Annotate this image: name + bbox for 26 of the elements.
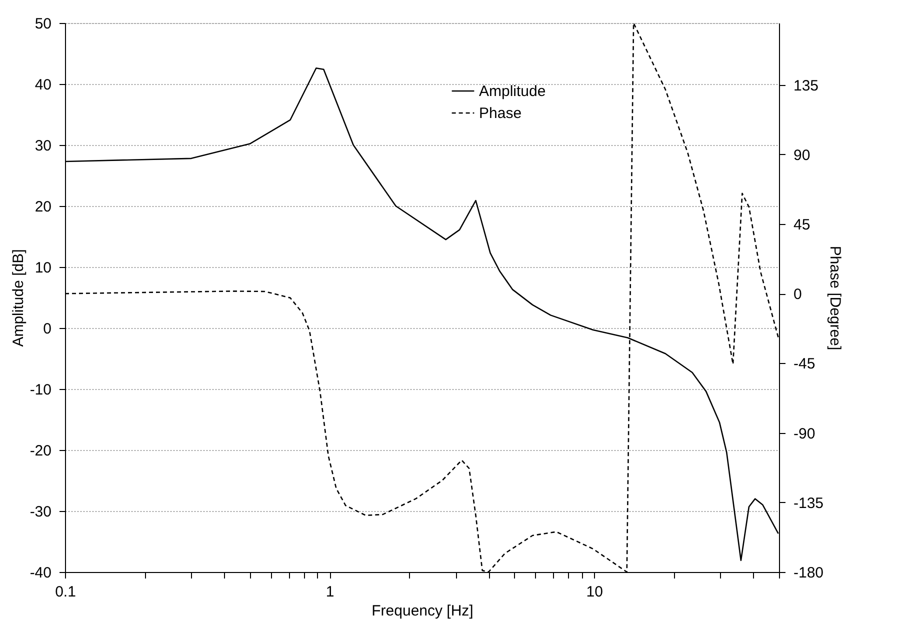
y2-tick-label: 45 <box>794 216 810 234</box>
x-tick-label: 0.1 <box>55 584 76 600</box>
y2-tick-label: 135 <box>794 77 819 94</box>
y-tick-label: 50 <box>34 16 52 32</box>
y-tick-label: 0 <box>43 320 52 338</box>
y2-tick-label: 90 <box>794 146 810 164</box>
legend-label: Phase <box>479 105 522 122</box>
y2-tick-label: 0 <box>794 286 802 304</box>
y2-tick-label: -45 <box>794 356 816 373</box>
y2-tick-label: -135 <box>794 494 824 512</box>
y-axis-title: Amplitude [dB] <box>10 249 27 347</box>
y-tick-label: 20 <box>34 198 52 216</box>
y-tick-label: -40 <box>30 564 52 582</box>
y-tick-label: -30 <box>30 504 52 520</box>
y-tick-label: 40 <box>34 76 52 94</box>
y-tick-label: -10 <box>30 382 52 398</box>
y-tick-label: -20 <box>30 442 52 460</box>
y-tick-label: 30 <box>34 138 52 154</box>
y2-axis-title: Phase [Degree] <box>826 246 844 350</box>
y-tick-label: 10 <box>34 260 52 276</box>
legend-label: Amplitude <box>479 83 546 100</box>
x-axis-title: Frequency [Hz] <box>372 602 474 620</box>
y2-tick-label: -180 <box>794 564 824 582</box>
y2-tick-label: -90 <box>794 425 816 442</box>
x-tick-label: 10 <box>586 584 603 600</box>
x-tick-label: 1 <box>326 584 334 600</box>
